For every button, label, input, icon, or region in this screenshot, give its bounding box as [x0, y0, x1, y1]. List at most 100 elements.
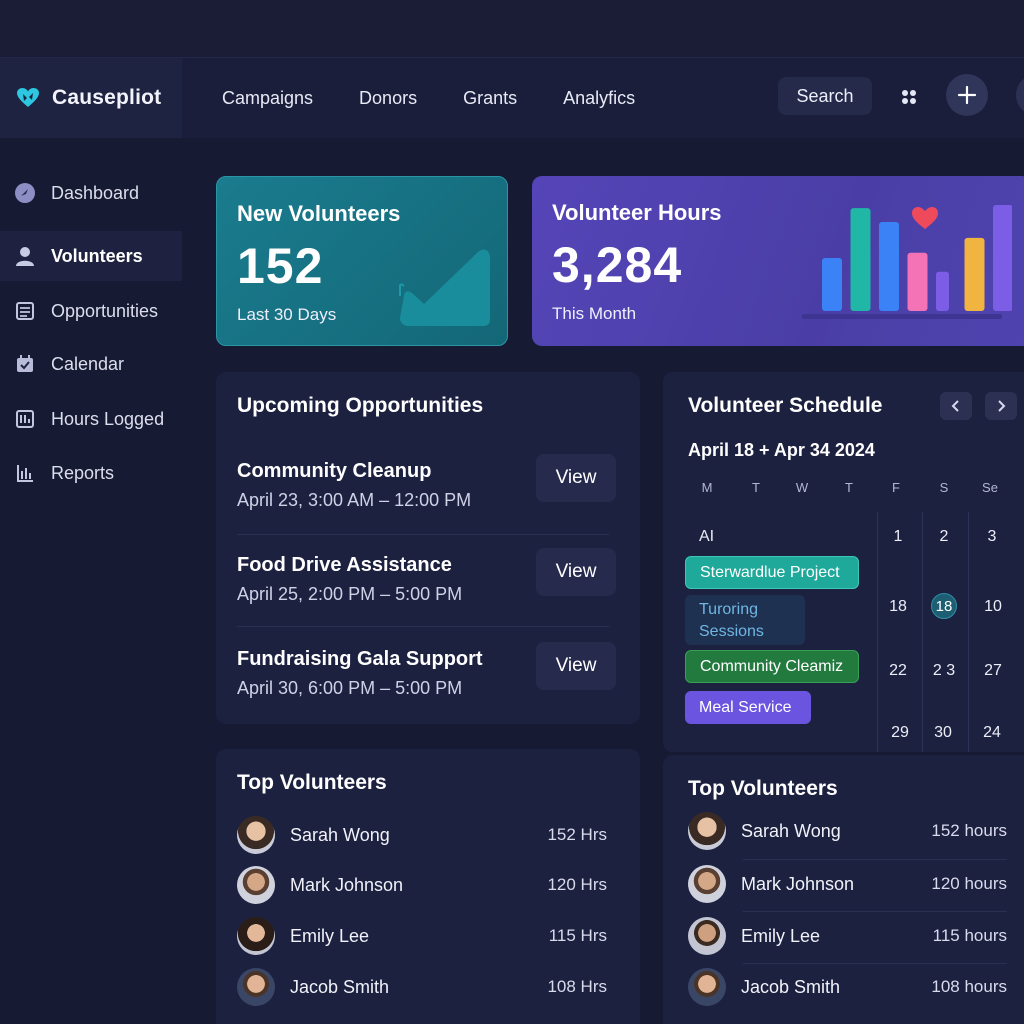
weekday-label: M: [701, 480, 713, 495]
volunteer-row[interactable]: Emily Lee 115 Hrs: [237, 914, 607, 958]
calendar-date[interactable]: 27: [984, 662, 1002, 679]
profile-avatar-button[interactable]: [1016, 74, 1024, 116]
user-icon: [14, 245, 36, 267]
event-chip-line: Turoring: [699, 601, 758, 618]
hours-chart-bar: [850, 208, 871, 311]
event-chip[interactable]: Turoring Sessions: [685, 595, 805, 645]
volunteer-row[interactable]: Sarah Wong 152 Hrs: [237, 813, 607, 857]
volunteer-hours-mini-chart: [802, 205, 1012, 319]
nav-campaigns[interactable]: Campaigns: [222, 87, 314, 108]
avatar: [688, 865, 726, 903]
volunteer-name: Jacob Smith: [290, 976, 390, 997]
sidebar-item-label: Volunteers: [51, 245, 143, 266]
calendar-column-divider: [877, 512, 878, 752]
prev-month-button[interactable]: [940, 392, 972, 420]
opportunity-time: April 30, 6:00 PM – 5:00 PM: [237, 678, 463, 698]
calendar-date[interactable]: 22: [889, 662, 907, 679]
volunteer-hours: 115 Hrs: [548, 926, 607, 945]
view-button[interactable]: View: [536, 548, 616, 596]
nav-analytics[interactable]: Analyfics: [563, 87, 636, 108]
sidebar-item-reports[interactable]: Reports: [0, 448, 182, 498]
sidebar-item-volunteers[interactable]: Volunteers: [0, 231, 182, 281]
event-chip[interactable]: Sterwardlue Project: [685, 556, 859, 589]
volunteer-row[interactable]: Jacob Smith 108 hours: [688, 965, 1007, 1009]
avatar: [688, 812, 726, 850]
new-volunteers-card[interactable]: New Volunteers 152 Last 30 Days: [216, 176, 508, 346]
brand-name: Causepliot: [52, 86, 162, 109]
event-chip[interactable]: Meal Service: [685, 691, 811, 724]
opportunity-name: Food Drive Assistance: [237, 554, 452, 576]
volunteer-name: Mark Johnson: [290, 874, 404, 895]
sidebar-item-label: Hours Logged: [51, 408, 165, 429]
weekday-label: W: [795, 480, 809, 495]
sidebar-item-calendar[interactable]: Calendar: [0, 339, 182, 389]
divider: [237, 626, 609, 627]
heart-logo-icon: [17, 88, 39, 107]
bar-chart-icon: [14, 462, 36, 484]
panel-title: Top Volunteers: [237, 771, 387, 794]
hours-chart-bar: [993, 205, 1012, 311]
volunteer-hours: 120 hours: [931, 874, 1007, 893]
calendar-date[interactable]: 3: [987, 528, 997, 545]
volunteer-hours: 108 Hrs: [547, 977, 607, 996]
volunteer-row[interactable]: Mark Johnson 120 Hrs: [237, 863, 607, 907]
nav-donors[interactable]: Donors: [359, 87, 418, 108]
sidebar-item-hours-logged[interactable]: Hours Logged: [0, 394, 182, 444]
apps-grid-icon[interactable]: [900, 88, 918, 106]
avatar: [688, 968, 726, 1006]
clock-log-icon: [14, 408, 36, 430]
sidebar-item-dashboard[interactable]: Dashboard: [0, 168, 182, 218]
event-chip[interactable]: Community Cleamiz: [685, 650, 859, 683]
view-button[interactable]: View: [536, 454, 616, 502]
sidebar-item-opportunities[interactable]: Opportunities: [0, 286, 182, 336]
top-volunteers-panel: Top Volunteers Sarah Wong 152 Hrs Mark J…: [216, 749, 640, 1024]
opportunity-item: Fundraising Gala Support April 30, 6:00 …: [237, 642, 617, 728]
volunteer-name: Emily Lee: [741, 925, 821, 946]
volunteer-name: Jacob Smith: [741, 976, 841, 997]
next-month-button[interactable]: [985, 392, 1017, 420]
calendar-date[interactable]: 2 3: [932, 662, 956, 679]
add-button[interactable]: [946, 74, 988, 116]
kpi-value: 152: [237, 238, 324, 294]
calendar-date[interactable]: 24: [983, 724, 1001, 741]
volunteer-row[interactable]: Sarah Wong 152 hours: [688, 809, 1007, 853]
calendar-date[interactable]: 29: [891, 724, 909, 741]
weekday-label: Se: [982, 480, 998, 495]
volunteer-hours-card[interactable]: Volunteer Hours 3,284 This Month: [532, 176, 1024, 346]
view-button[interactable]: View: [536, 642, 616, 690]
hours-chart-bar: [879, 221, 899, 311]
volunteer-row[interactable]: Mark Johnson 120 hours: [688, 862, 1007, 906]
opportunity-time: April 23, 3:00 AM – 12:00 PM: [237, 490, 472, 510]
calendar-date[interactable]: 10: [984, 598, 1002, 615]
search-button[interactable]: Search: [778, 77, 872, 115]
chart-baseline: [802, 314, 1002, 319]
brand[interactable]: Causepliot: [0, 58, 182, 138]
panel-title: Upcoming Opportunities: [237, 394, 484, 417]
kpi-title: New Volunteers: [237, 201, 401, 226]
plus-icon: [957, 85, 977, 105]
kpi-title: Volunteer Hours: [552, 200, 722, 225]
event-chip-line: Sessions: [699, 623, 764, 640]
volunteer-row[interactable]: Jacob Smith 108 Hrs: [237, 965, 607, 1009]
opportunity-item: Community Cleanup April 23, 3:00 AM – 12…: [237, 454, 617, 540]
calendar-date[interactable]: 2: [939, 528, 949, 545]
avatar: [237, 866, 275, 904]
chevron-right-icon: [998, 400, 1006, 412]
opportunity-time: April 25, 2:00 PM – 5:00 PM: [237, 584, 463, 604]
volunteer-name: Emily Lee: [290, 925, 370, 946]
dashboard-icon: [14, 182, 36, 204]
calendar-date[interactable]: 30: [934, 724, 952, 741]
calendar-icon: [14, 353, 36, 375]
calendar-date[interactable]: 18: [889, 598, 907, 615]
volunteer-name: Mark Johnson: [741, 873, 855, 894]
calendar-date[interactable]: 1: [893, 528, 903, 545]
calendar-date-today[interactable]: 18: [931, 593, 957, 619]
volunteer-row[interactable]: Emily Lee 115 hours: [688, 914, 1007, 958]
chevron-left-icon: [951, 400, 959, 412]
panel-title: Volunteer Schedule: [688, 394, 883, 417]
schedule-date-range: April 18 + Apr 34 2024: [688, 440, 875, 460]
nav-grants[interactable]: Grants: [463, 87, 518, 108]
heart-icon: [912, 207, 938, 229]
list-icon: [14, 300, 36, 322]
opportunity-name: Community Cleanup: [237, 460, 432, 482]
